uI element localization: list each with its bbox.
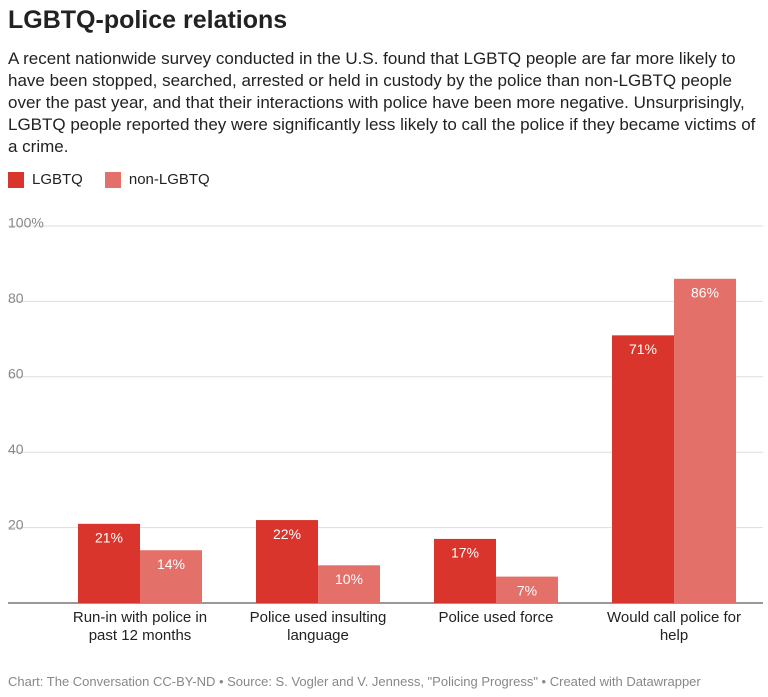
y-tick-label: 100% xyxy=(8,215,44,231)
legend: LGBTQ non-LGBTQ xyxy=(8,171,210,188)
legend-label: LGBTQ xyxy=(32,171,83,188)
legend-item: non-LGBTQ xyxy=(104,171,210,188)
value-label: 86% xyxy=(691,284,719,300)
bar xyxy=(674,278,736,603)
source-note: Chart: The Conversation CC-BY-ND • Sourc… xyxy=(8,674,701,689)
bar xyxy=(434,538,496,603)
x-tick-label: Run-in with police in past 12 months xyxy=(72,609,208,644)
bar xyxy=(140,550,202,603)
y-tick-label: 60 xyxy=(8,366,24,382)
y-tick-label: 40 xyxy=(8,441,24,457)
legend-label: non-LGBTQ xyxy=(128,171,210,188)
legend-swatch xyxy=(104,171,121,188)
legend-item: LGBTQ xyxy=(8,171,83,188)
y-tick-label: 20 xyxy=(8,516,24,532)
bar xyxy=(496,576,558,603)
value-label: 21% xyxy=(95,530,123,546)
bar xyxy=(612,335,674,603)
y-tick-label: 80 xyxy=(8,290,24,306)
value-label: 10% xyxy=(335,571,363,587)
bar xyxy=(78,523,140,603)
value-label: 17% xyxy=(451,545,479,561)
bar xyxy=(318,565,380,603)
chart-title: LGBTQ-police relations xyxy=(8,6,288,34)
value-label: 14% xyxy=(157,556,185,572)
bar xyxy=(256,520,318,603)
legend-swatch xyxy=(8,171,24,188)
x-tick-label: Police used force xyxy=(438,609,554,626)
value-label: 71% xyxy=(629,341,657,357)
chart-subtitle: A recent nationwide survey conducted in … xyxy=(8,49,756,156)
value-label: 7% xyxy=(517,582,537,598)
x-tick-label: Police used insulting language xyxy=(249,609,387,644)
x-tick-label: Would call police for help xyxy=(607,609,741,644)
value-label: 22% xyxy=(273,526,301,542)
